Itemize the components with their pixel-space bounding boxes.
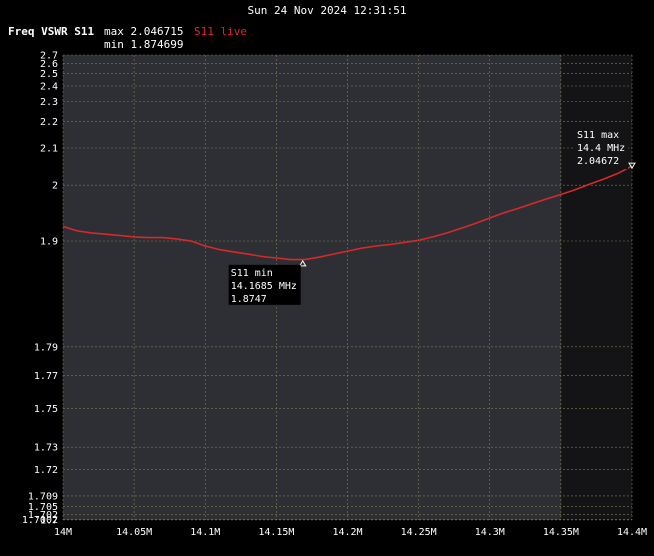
marker-min: S11 min 14.1685 MHz 1.8747: [228, 259, 307, 305]
y-tick-label: 2: [52, 181, 58, 192]
y-tick-label: 2.7: [40, 51, 58, 62]
marker-min-value: 1.8747: [231, 294, 267, 305]
live-trace-label: S11 live: [194, 25, 247, 38]
marker-max-value: 2.04672: [577, 156, 619, 167]
y-tick-label: 1.72: [34, 465, 58, 476]
x-tick-label: 14.2M: [332, 527, 362, 538]
min-marker-icon: [298, 259, 307, 267]
y-tick-label: 2.4: [40, 82, 58, 93]
y-tick-label: 1.75: [34, 404, 58, 415]
datetime-readout: Sun 24 Nov 2024 12:31:51: [247, 4, 407, 17]
x-tick-label: 14.05M: [116, 527, 152, 538]
x-tick-labels: 14M 14.05M 14.1M 14.15M 14.2M 14.25M 14.3M 14.3…: [54, 527, 647, 538]
min-readout: min 1.874699: [104, 38, 184, 51]
x-tick-label: 14.1M: [190, 527, 220, 538]
y-tick-label: 1.77: [34, 371, 58, 382]
x-tick-label: 14M: [54, 527, 72, 538]
y-tick-label: 2.2: [40, 117, 58, 128]
y-tick-label: 1.73: [34, 443, 58, 454]
marker-max: S11 max 14.4 MHz 2.04672: [575, 128, 636, 170]
markers: S11 min 14.1685 MHz 1.8747 S11 max 14.4 MHz 2…: [228, 128, 636, 305]
marker-min-freq: 14.1685 MHz: [231, 281, 297, 292]
y-tick-label: 2.1: [40, 144, 58, 155]
marker-max-freq: 14.4 MHz: [577, 143, 625, 154]
trace-label: Freq VSWR S11: [8, 25, 95, 38]
y-tick-label: 2.6: [40, 59, 58, 70]
x-tick-label: 14.4M: [617, 527, 647, 538]
min-marker-box: [228, 264, 301, 305]
x-tick-label: 14.25M: [401, 527, 437, 538]
shaded-span: [63, 55, 561, 520]
max-marker-icon: [628, 162, 636, 170]
s11-trace-line: [62, 165, 633, 261]
y-tick-label: 2.3: [40, 97, 58, 108]
y-tick-label: 1.7002: [22, 515, 58, 526]
marker-max-title: S11 max: [577, 130, 619, 141]
x-tick-label: 14.15M: [258, 527, 294, 538]
y-tick-label: 1.7: [40, 516, 58, 527]
y-tick-label: 1.709: [28, 491, 58, 502]
y-tick-label: 1.702: [28, 510, 58, 521]
y-tick-label: 1.79: [34, 342, 58, 353]
y-tick-label: 1.705: [28, 502, 58, 513]
max-readout: max 2.046715: [104, 25, 184, 38]
y-tick-label: 1.9: [40, 237, 58, 248]
x-tick-label: 14.3M: [475, 527, 505, 538]
max-marker-box: [575, 128, 628, 170]
x-tick-label: 14.35M: [543, 527, 579, 538]
y-tick-label: 2.5: [40, 69, 58, 80]
marker-min-title: S11 min: [231, 268, 273, 279]
